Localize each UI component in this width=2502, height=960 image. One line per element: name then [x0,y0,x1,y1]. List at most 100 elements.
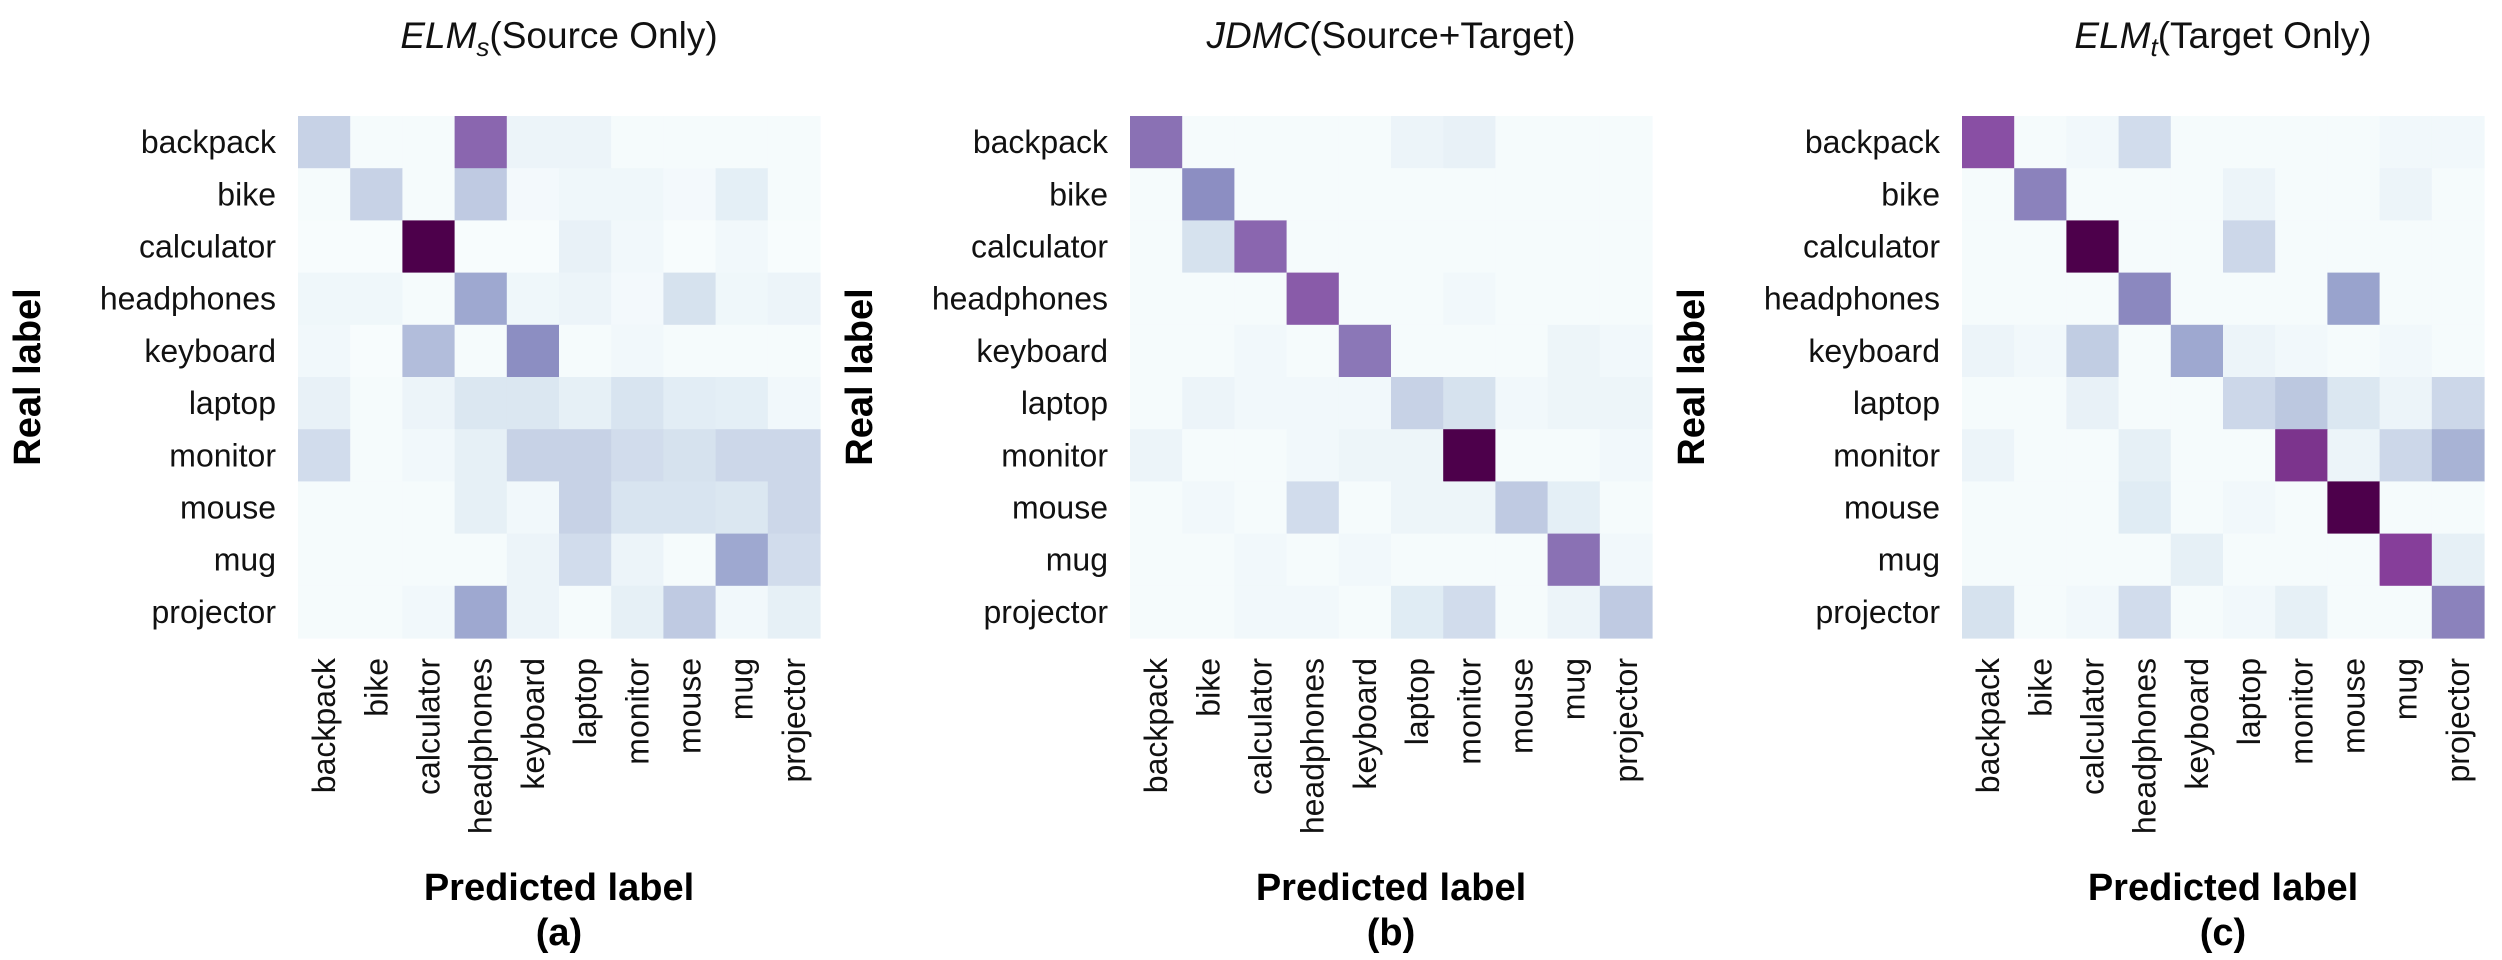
heatmap-cell [2327,533,2381,587]
heatmap-cell [2118,116,2172,169]
x-axis-label: Predicted label [2088,867,2358,909]
heatmap-cell [1443,585,1496,639]
row-tick-label: bike [1049,176,1108,212]
heatmap-cell [663,168,717,221]
heatmap-cell [1130,585,1183,639]
heatmap-cell [767,429,821,482]
heatmap-cell [1234,377,1288,430]
row-tick-label: mug [1046,542,1108,578]
heatmap-cell [2379,533,2433,587]
heatmap-cell [402,220,456,274]
row-tick-label: mouse [1012,490,1108,526]
col-tick-label: calculator [1243,658,1279,795]
col-tick-label: monitor [2283,658,2319,765]
heatmap-cell [1182,377,1235,430]
col-tick-label: bike [358,658,394,717]
col-tick-label: keyboard [515,658,551,790]
heatmap-cell [1962,220,2015,274]
row-tick-label: monitor [169,437,276,473]
heatmap-cell [1962,168,2015,221]
heatmap-cell [350,429,403,482]
heatmap-cell [1391,220,1444,274]
heatmap-cell [1495,168,1549,221]
heatmap-cell [1130,324,1183,378]
heatmap-cell [1599,272,1653,326]
col-tick-label: headphones [1295,658,1331,834]
title-rest: (Source Only) [489,15,717,56]
heatmap-cell [1286,220,1340,274]
heatmap-cell [611,272,664,326]
row-tick-label: projector [152,594,277,630]
row-tick-label: mug [1878,542,1940,578]
heatmap-cell [767,377,821,430]
heatmap-cell [350,116,403,169]
heatmap-cell [559,533,612,587]
heatmap-cell [2066,272,2120,326]
heatmap-cell [2223,168,2276,221]
heatmap-cell [1962,429,2015,482]
heatmap-cell [1547,429,1601,482]
heatmap-cell [559,481,612,535]
heatmap-cell [1443,533,1496,587]
heatmap-cell [715,272,769,326]
heatmap-cell [1547,585,1601,639]
heatmap-cell [2118,585,2172,639]
heatmap-cell [559,116,612,169]
heatmap-cell [2275,585,2328,639]
col-tick-label: headphones [463,658,499,834]
heatmap-cell [1338,481,1392,535]
heatmap-cell [1962,377,2015,430]
heatmap-cell [2118,272,2172,326]
heatmap-cell [2379,429,2433,482]
heatmap-cell [2379,220,2433,274]
heatmap-cell [1338,429,1392,482]
heatmap-cell [2170,429,2224,482]
heatmap-cell [1286,272,1340,326]
heatmap-cell [559,429,612,482]
heatmap-cell [767,272,821,326]
heatmap-cell [663,481,717,535]
heatmap-cell [663,324,717,378]
col-tick-label: monitor [1451,658,1487,765]
heatmap-cell [1599,324,1653,378]
heatmap-cell [559,585,612,639]
heatmap-cell [1234,220,1288,274]
heatmap-cell [2223,533,2276,587]
heatmap-cell [2014,533,2067,587]
heatmap-cell [402,377,456,430]
panel-label: (a) [536,912,582,954]
heatmap-cell [2066,324,2120,378]
panel-label: (c) [2200,912,2246,954]
row-tick-label: keyboard [1808,333,1940,369]
heatmap-cell [2379,168,2433,221]
heatmap-cell [402,481,456,535]
heatmap-cell [1547,116,1601,169]
heatmap-cell [298,481,351,535]
heatmap-cell [611,377,664,430]
heatmap-cell [1599,377,1653,430]
heatmap-cell [663,220,717,274]
heatmap-cell [2431,116,2485,169]
heatmap-cell [715,324,769,378]
heatmap-cell [2223,324,2276,378]
heatmap-cell [1495,533,1549,587]
heatmap-cell [715,585,769,639]
heatmap-cell [350,324,403,378]
heatmap-cell [559,272,612,326]
col-tick-label: laptop [2231,658,2267,745]
row-tick-label: calculator [139,229,276,265]
heatmap-cell [1962,481,2015,535]
heatmap-cell [611,481,664,535]
heatmap-cell [2275,220,2328,274]
col-tick-label: backpack [1970,657,2006,793]
heatmap-cell [2170,377,2224,430]
heatmap-cell [1495,272,1549,326]
heatmap-cell [1443,481,1496,535]
heatmap-cell [2170,533,2224,587]
heatmap-cell [2170,220,2224,274]
heatmap-cell [2014,585,2067,639]
heatmap-cell [506,585,560,639]
heatmap-cell [506,168,560,221]
heatmap-cell [2327,272,2381,326]
heatmap-cell [663,377,717,430]
